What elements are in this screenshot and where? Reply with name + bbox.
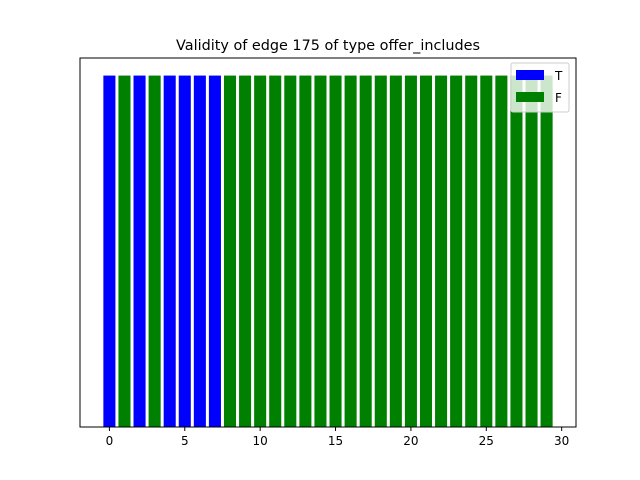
bar-23: [450, 75, 463, 427]
bar-4: [163, 75, 176, 427]
bar-5: [178, 75, 191, 427]
bar-3: [148, 75, 161, 427]
bar-12: [284, 75, 297, 427]
bar-6: [193, 75, 206, 427]
bar-27: [510, 75, 523, 427]
legend-swatch-t: [516, 70, 544, 80]
bar-2: [133, 75, 146, 427]
legend-swatch-f: [516, 92, 544, 102]
bar-21: [419, 75, 433, 427]
legend-label-t: T: [554, 69, 563, 83]
bar-7: [208, 75, 221, 427]
bar-28: [525, 75, 538, 427]
x-axis-ticks: 0 5 10 15 20 25 30: [106, 427, 569, 448]
x-tick-label: 15: [328, 434, 343, 448]
bar-25: [480, 75, 493, 427]
bar-14: [314, 75, 327, 427]
bar-16: [344, 75, 357, 427]
bar-22: [435, 75, 448, 427]
x-tick-label: 10: [253, 434, 268, 448]
x-tick-label: 25: [479, 434, 494, 448]
bar-8: [223, 75, 237, 427]
bar-9: [239, 75, 252, 427]
bar-26: [495, 75, 508, 427]
bar-19: [389, 75, 402, 427]
x-tick-label: 30: [554, 434, 569, 448]
bar-20: [404, 75, 417, 427]
bar-18: [374, 75, 387, 427]
bar-10: [254, 75, 267, 427]
bar-1: [118, 75, 131, 427]
chart-title: Validity of edge 175 of type offer_inclu…: [176, 38, 480, 54]
x-tick-label: 5: [181, 434, 189, 448]
x-tick-label: 20: [403, 434, 418, 448]
bar-17: [359, 75, 372, 427]
bar-11: [269, 75, 282, 427]
bar-15: [329, 75, 342, 427]
legend-label-f: F: [555, 91, 562, 105]
bar-29: [540, 75, 553, 427]
bar-13: [299, 75, 312, 427]
bars-group: [103, 75, 553, 427]
bar-0: [103, 75, 116, 427]
legend: T F: [510, 62, 570, 113]
axes-frame: [79, 57, 577, 428]
bar-24: [465, 75, 478, 427]
x-tick-label: 0: [106, 434, 114, 448]
